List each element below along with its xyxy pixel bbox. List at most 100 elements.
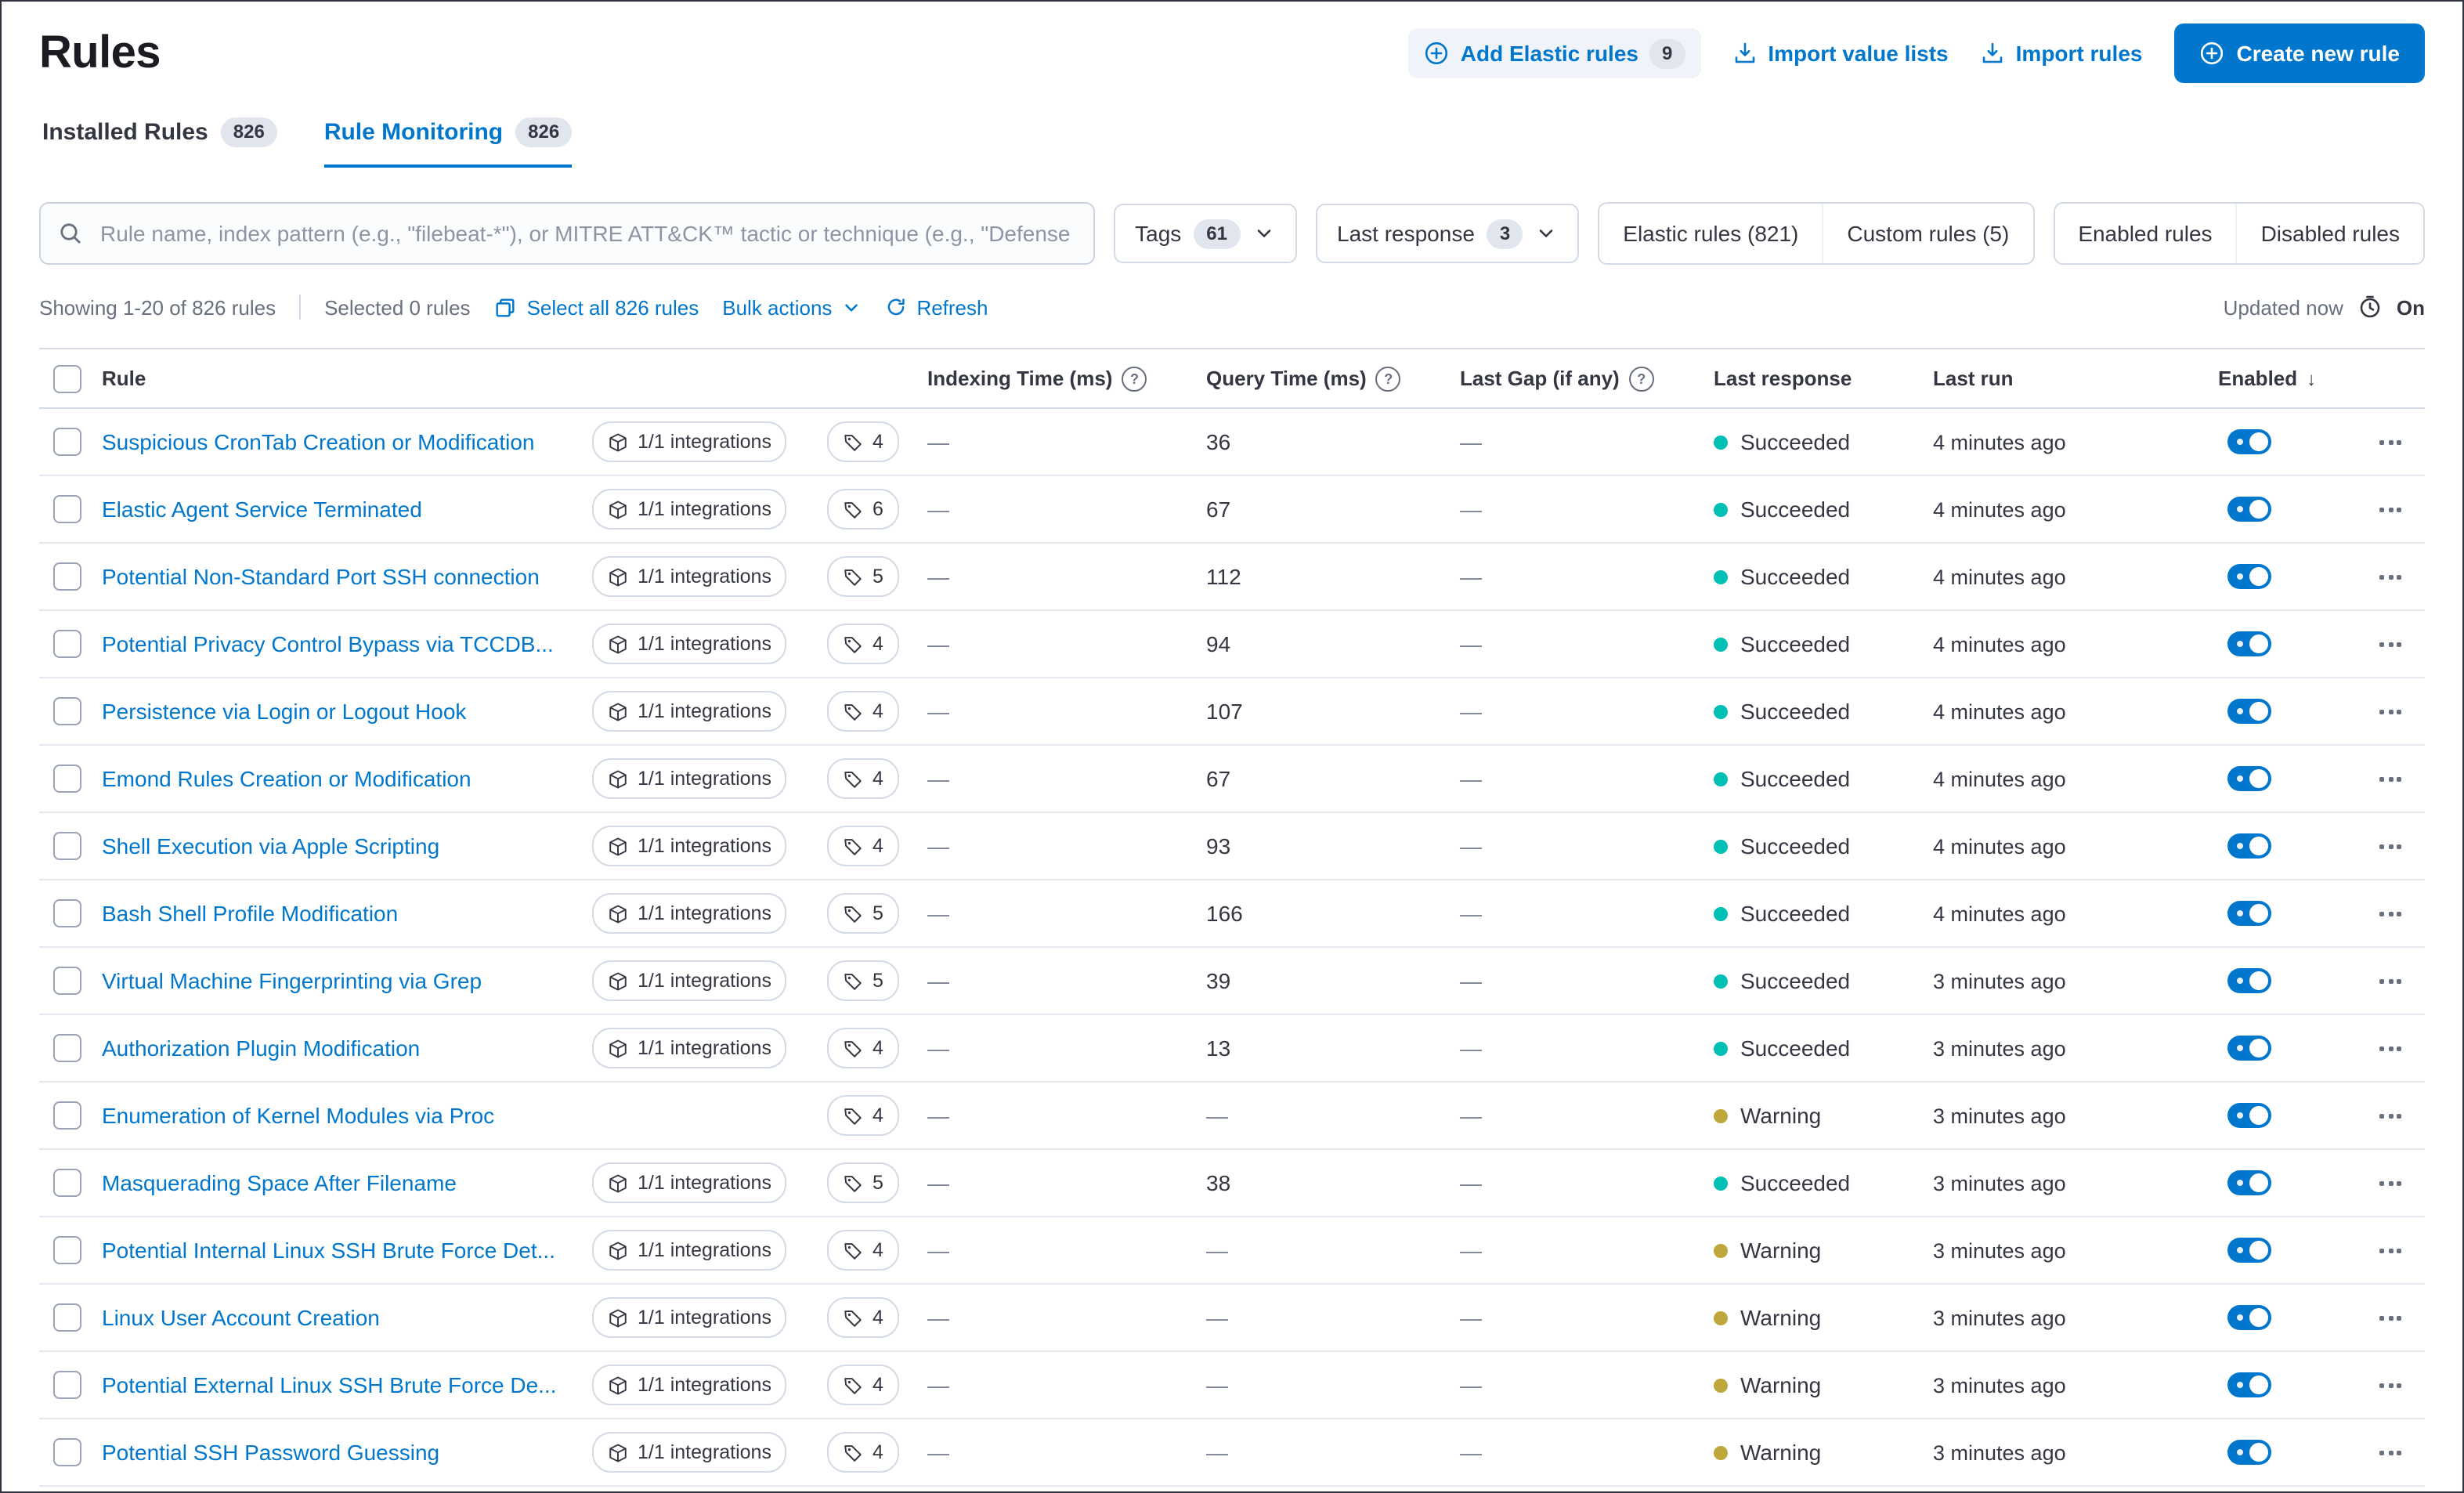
custom-rules-filter[interactable]: Custom rules (5)	[1822, 204, 2032, 263]
integrations-badge[interactable]: 1/1 integrations	[592, 421, 787, 462]
row-actions-button[interactable]	[2379, 709, 2401, 714]
rule-link[interactable]: Potential Internal Linux SSH Brute Force…	[102, 1238, 555, 1263]
integrations-badge[interactable]: 1/1 integrations	[592, 1028, 787, 1068]
row-actions-button[interactable]	[2379, 844, 2401, 848]
enabled-toggle[interactable]	[2227, 1103, 2271, 1128]
row-checkbox[interactable]	[53, 1034, 81, 1062]
bulk-actions-button[interactable]: Bulk actions	[722, 295, 862, 319]
row-actions-button[interactable]	[2379, 1248, 2401, 1253]
rule-link[interactable]: Linux User Account Creation	[102, 1305, 380, 1330]
rule-link[interactable]: Bash Shell Profile Modification	[102, 901, 399, 926]
tab-rule-monitoring[interactable]: Rule Monitoring 826	[323, 108, 573, 168]
row-checkbox[interactable]	[53, 630, 81, 658]
integrations-badge[interactable]: 1/1 integrations	[592, 556, 787, 597]
row-actions-button[interactable]	[2379, 642, 2401, 646]
column-query-time[interactable]: Query Time (ms)?	[1206, 366, 1460, 391]
disabled-rules-filter[interactable]: Disabled rules	[2235, 204, 2423, 263]
enabled-toggle[interactable]	[2227, 497, 2271, 522]
integrations-badge[interactable]: 1/1 integrations	[592, 691, 787, 732]
tags-badge[interactable]: 4	[827, 1230, 899, 1271]
tags-badge[interactable]: 4	[827, 758, 899, 799]
enabled-toggle[interactable]	[2227, 699, 2271, 724]
rule-link[interactable]: Enumeration of Kernel Modules via Proc	[102, 1103, 495, 1128]
tags-badge[interactable]: 6	[827, 489, 899, 530]
integrations-badge[interactable]: 1/1 integrations	[592, 1162, 787, 1203]
enabled-toggle[interactable]	[2227, 833, 2271, 859]
integrations-badge[interactable]: 1/1 integrations	[592, 1365, 787, 1405]
search-input[interactable]	[97, 219, 1076, 248]
enabled-rules-filter[interactable]: Enabled rules	[2054, 204, 2235, 263]
row-checkbox[interactable]	[53, 697, 81, 725]
add-elastic-rules-button[interactable]: Add Elastic rules 9	[1408, 28, 1701, 78]
column-indexing-time[interactable]: Indexing Time (ms)?	[927, 366, 1206, 391]
enabled-toggle[interactable]	[2227, 1305, 2271, 1330]
enabled-toggle[interactable]	[2227, 901, 2271, 926]
row-actions-button[interactable]	[2379, 978, 2401, 983]
refresh-button[interactable]: Refresh	[885, 295, 988, 319]
rule-link[interactable]: Potential Non-Standard Port SSH connecti…	[102, 564, 540, 589]
integrations-badge[interactable]: 1/1 integrations	[592, 1432, 787, 1473]
row-actions-button[interactable]	[2379, 1046, 2401, 1050]
column-last-run[interactable]: Last run	[1933, 367, 2014, 390]
column-enabled[interactable]: Enabled ↓	[2218, 367, 2317, 390]
tags-badge[interactable]: 4	[827, 826, 899, 866]
row-actions-button[interactable]	[2379, 1383, 2401, 1387]
rule-link[interactable]: Potential Privacy Control Bypass via TCC…	[102, 631, 554, 656]
rule-link[interactable]: Authorization Plugin Modification	[102, 1036, 421, 1061]
integrations-badge[interactable]: 1/1 integrations	[592, 1230, 787, 1271]
rule-link[interactable]: Shell Execution via Apple Scripting	[102, 833, 440, 859]
integrations-badge[interactable]: 1/1 integrations	[592, 758, 787, 799]
enabled-toggle[interactable]	[2227, 429, 2271, 454]
row-actions-button[interactable]	[2379, 1450, 2401, 1455]
select-all-button[interactable]: Select all 826 rules	[494, 295, 699, 319]
enabled-toggle[interactable]	[2227, 1170, 2271, 1195]
integrations-badge[interactable]: 1/1 integrations	[592, 893, 787, 934]
elastic-rules-filter[interactable]: Elastic rules (821)	[1599, 204, 1822, 263]
create-new-rule-button[interactable]: Create new rule	[2173, 23, 2425, 83]
rule-link[interactable]: Persistence via Login or Logout Hook	[102, 699, 467, 724]
integrations-badge[interactable]: 1/1 integrations	[592, 960, 787, 1001]
rule-link[interactable]: Virtual Machine Fingerprinting via Grep	[102, 968, 482, 993]
import-rules-button[interactable]: Import rules	[1980, 41, 2142, 66]
rule-link[interactable]: Suspicious CronTab Creation or Modificat…	[102, 429, 535, 454]
tags-badge[interactable]: 4	[827, 1297, 899, 1338]
row-checkbox[interactable]	[53, 428, 81, 456]
row-checkbox[interactable]	[53, 1236, 81, 1264]
row-checkbox[interactable]	[53, 967, 81, 995]
rule-link[interactable]: Emond Rules Creation or Modification	[102, 766, 471, 791]
tags-badge[interactable]: 4	[827, 1028, 899, 1068]
tags-badge[interactable]: 4	[827, 1095, 899, 1136]
tags-badge[interactable]: 4	[827, 691, 899, 732]
rule-link[interactable]: Masquerading Space After Filename	[102, 1170, 457, 1195]
tags-badge[interactable]: 5	[827, 960, 899, 1001]
enabled-toggle[interactable]	[2227, 1036, 2271, 1061]
enabled-toggle[interactable]	[2227, 1372, 2271, 1397]
enabled-toggle[interactable]	[2227, 631, 2271, 656]
tags-badge[interactable]: 4	[827, 624, 899, 664]
row-checkbox[interactable]	[53, 495, 81, 523]
row-actions-button[interactable]	[2379, 776, 2401, 781]
help-icon[interactable]: ?	[1122, 366, 1147, 391]
integrations-badge[interactable]: 1/1 integrations	[592, 1297, 787, 1338]
row-actions-button[interactable]	[2379, 507, 2401, 512]
import-value-lists-button[interactable]: Import value lists	[1732, 41, 1949, 66]
row-actions-button[interactable]	[2379, 574, 2401, 579]
row-actions-button[interactable]	[2379, 439, 2401, 444]
row-actions-button[interactable]	[2379, 1315, 2401, 1320]
select-all-checkbox[interactable]	[53, 364, 81, 392]
integrations-badge[interactable]: 1/1 integrations	[592, 826, 787, 866]
column-last-gap[interactable]: Last Gap (if any)?	[1460, 366, 1714, 391]
row-checkbox[interactable]	[53, 1438, 81, 1466]
help-icon[interactable]: ?	[1628, 366, 1654, 391]
tags-filter-button[interactable]: Tags 61	[1113, 204, 1296, 263]
row-checkbox[interactable]	[53, 832, 81, 860]
tab-installed-rules[interactable]: Installed Rules 826	[42, 108, 277, 168]
row-actions-button[interactable]	[2379, 911, 2401, 916]
integrations-badge[interactable]: 1/1 integrations	[592, 489, 787, 530]
row-actions-button[interactable]	[2379, 1180, 2401, 1185]
tags-badge[interactable]: 4	[827, 1365, 899, 1405]
row-checkbox[interactable]	[53, 562, 81, 591]
row-checkbox[interactable]	[53, 765, 81, 793]
row-checkbox[interactable]	[53, 1101, 81, 1130]
tags-badge[interactable]: 4	[827, 1432, 899, 1473]
